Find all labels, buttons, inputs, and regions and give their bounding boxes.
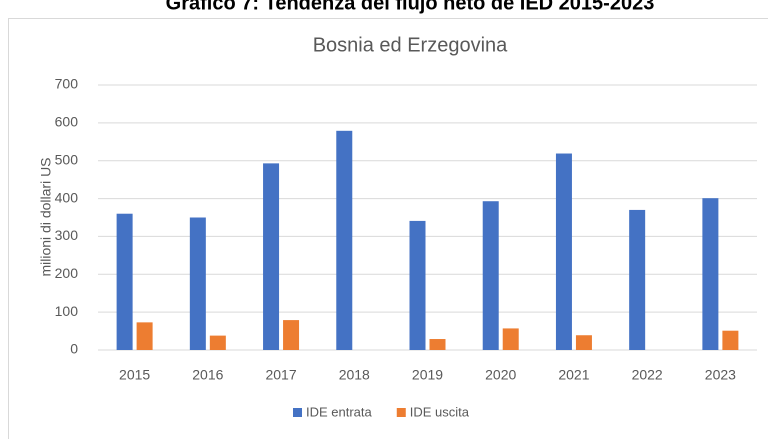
y-tick-label: 100: [55, 303, 79, 319]
bar: [410, 221, 426, 350]
bar: [117, 214, 133, 350]
x-tick-label: 2023: [705, 367, 736, 383]
y-tick-label: 0: [70, 341, 78, 357]
bar: [336, 131, 352, 350]
bar: [283, 320, 299, 350]
legend-swatch: [397, 408, 406, 417]
bar: [702, 198, 718, 350]
x-tick-label: 2016: [192, 367, 223, 383]
bar: [190, 218, 206, 351]
x-tick-label: 2021: [558, 367, 589, 383]
x-tick-label: 2019: [412, 367, 443, 383]
y-tick-label: 300: [55, 227, 79, 243]
y-tick-label: 200: [55, 265, 79, 281]
bar: [503, 328, 519, 350]
chart-title: Bosnia ed Erzegovina: [313, 34, 508, 56]
y-tick-label: 700: [55, 76, 79, 92]
x-tick-label: 2018: [339, 367, 370, 383]
bar: [576, 335, 592, 350]
bar: [722, 331, 738, 350]
bar: [210, 336, 226, 350]
bar: [556, 154, 572, 350]
bar: [137, 322, 153, 350]
bar: [483, 201, 499, 350]
legend-swatch: [293, 408, 302, 417]
x-tick-label: 2020: [485, 367, 516, 383]
bar: [629, 210, 645, 350]
y-tick-label: 600: [55, 114, 79, 130]
x-tick-label: 2017: [265, 367, 296, 383]
bar: [263, 163, 279, 350]
legend-label: IDE entrata: [306, 404, 373, 419]
y-axis-label: milioni di dollari US: [38, 157, 54, 276]
heading: Grafico 7: Tendenza del flujo neto de IE…: [166, 0, 655, 14]
x-tick-label: 2015: [119, 367, 150, 383]
y-tick-label: 400: [55, 189, 79, 205]
bar: [430, 339, 446, 350]
legend-label: IDE uscita: [410, 404, 470, 419]
y-tick-label: 500: [55, 151, 79, 167]
x-tick-label: 2022: [632, 367, 663, 383]
